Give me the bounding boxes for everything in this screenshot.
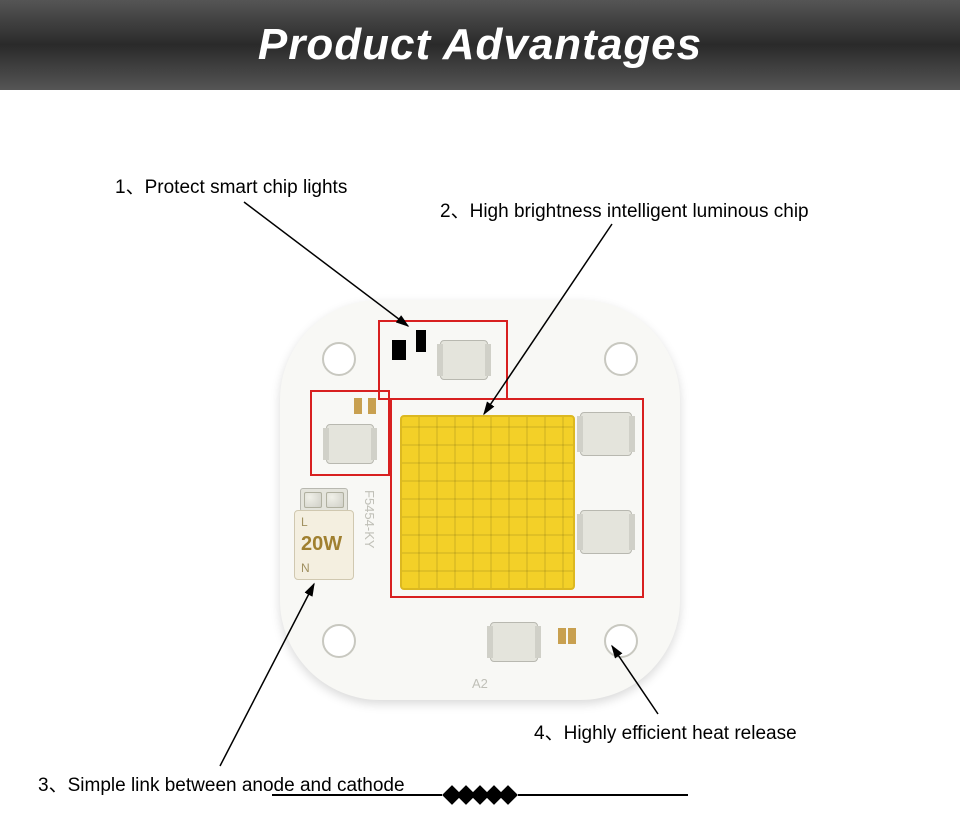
divider-diamonds: [446, 788, 514, 802]
section-divider: [0, 788, 960, 802]
divider-line: [272, 794, 442, 796]
diagram-area: 1、Protect smart chip lights 2、High brigh…: [0, 90, 960, 810]
annotation-sep: 、: [126, 177, 145, 198]
highlight-box: [378, 320, 508, 400]
highlight-box: [310, 390, 390, 476]
mount-hole: [604, 624, 638, 658]
led-chip-illustration: L 20W N F5454-KY A2: [280, 300, 680, 700]
resistor: [558, 628, 566, 644]
annotation-1: 1、Protect smart chip lights: [115, 172, 347, 199]
terminal-block: L 20W N: [294, 510, 354, 580]
annotation-sep: 、: [545, 723, 564, 744]
annotation-index: 2: [440, 201, 451, 222]
terminal-n-label: N: [301, 561, 310, 575]
mount-hole: [604, 342, 638, 376]
terminal-screws: [300, 488, 348, 512]
pcb-side-label: F5454-KY: [362, 490, 377, 549]
highlight-box: [390, 398, 644, 598]
terminal-l-label: L: [301, 515, 308, 529]
resistor: [568, 628, 576, 644]
header-band: Product Advantages: [0, 0, 960, 90]
annotation-4: 4、Highly efficient heat release: [534, 718, 797, 745]
annotation-index: 1: [115, 177, 126, 198]
annotation-text: Protect smart chip lights: [145, 177, 348, 198]
pcb-bottom-label: A2: [472, 676, 488, 691]
wattage-label: 20W: [301, 533, 342, 556]
annotation-text: Highly efficient heat release: [564, 723, 797, 744]
divider-line: [518, 794, 688, 796]
smd-component: [490, 622, 538, 662]
annotation-index: 4: [534, 723, 545, 744]
annotation-2: 2、High brightness intelligent luminous c…: [440, 196, 809, 223]
mount-hole: [322, 624, 356, 658]
page-title: Product Advantages: [258, 20, 702, 70]
diamond-icon: [498, 785, 518, 805]
annotation-sep: 、: [451, 201, 470, 222]
annotation-text: High brightness intelligent luminous chi…: [470, 201, 809, 222]
mount-hole: [322, 342, 356, 376]
terminal-body: L 20W N: [294, 510, 354, 580]
